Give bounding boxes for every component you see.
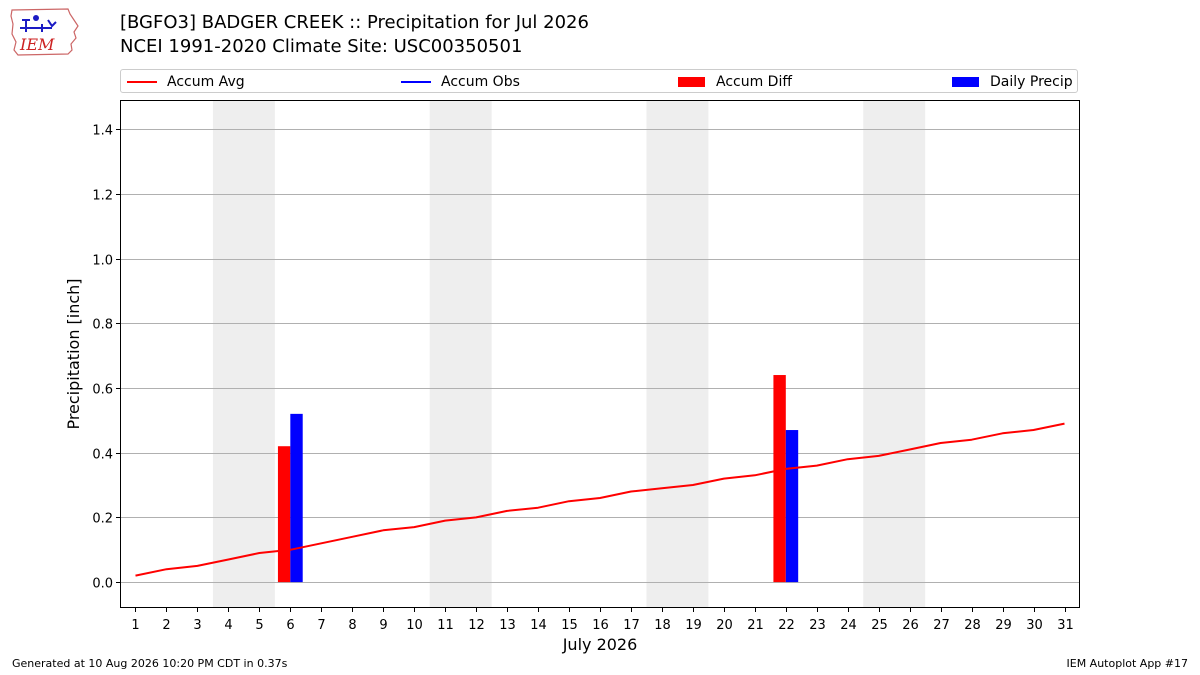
legend-label: Accum Avg — [167, 74, 245, 90]
x-tick-label: 6 — [286, 618, 294, 633]
x-tick-label: 13 — [499, 618, 516, 633]
legend-label: Accum Obs — [441, 74, 520, 90]
chart-title: [BGFO3] BADGER CREEK :: Precipitation fo… — [120, 12, 589, 33]
legend-label: Accum Diff — [716, 74, 793, 90]
y-tick-label: 1.0 — [92, 254, 113, 269]
x-tick-label: 9 — [379, 618, 387, 633]
x-tick-label: 23 — [809, 618, 826, 633]
x-tick-label: 22 — [778, 618, 795, 633]
legend-swatch — [952, 77, 979, 87]
weekend-shade — [429, 100, 492, 608]
y-axis-label: Precipitation [inch] — [64, 278, 83, 429]
x-tick-label: 26 — [902, 618, 919, 633]
x-tick-label: 21 — [747, 618, 764, 633]
chart-legend: Accum Avg Accum Obs Accum Diff Daily Pre… — [120, 69, 1078, 93]
weekend-shade — [863, 100, 926, 608]
x-tick-label: 24 — [840, 618, 857, 633]
x-axis-label: July 2026 — [562, 635, 638, 654]
iem-logo: IEM — [10, 8, 79, 56]
legend-item-accum-avg: Accum Avg — [127, 72, 245, 92]
legend-label: Daily Precip — [990, 74, 1073, 90]
x-tick-label: 16 — [592, 618, 609, 633]
x-tick-label: 27 — [933, 618, 950, 633]
x-tick-label: 5 — [255, 618, 263, 633]
x-tick-label: 7 — [317, 618, 325, 633]
legend-item-accum-obs: Accum Obs — [401, 72, 520, 92]
legend-swatch — [401, 81, 431, 83]
accum-diff-bar — [773, 375, 786, 583]
y-tick-label: 1.4 — [92, 124, 113, 139]
daily-precip-bar — [290, 413, 303, 583]
x-tick-label: 17 — [623, 618, 640, 633]
x-tick-label: 4 — [224, 618, 232, 633]
legend-item-accum-diff: Accum Diff — [678, 72, 792, 92]
y-tick-label: 0.0 — [92, 577, 113, 592]
x-tick-label: 11 — [437, 618, 454, 633]
x-tick-label: 12 — [468, 618, 485, 633]
x-tick-label: 20 — [716, 618, 733, 633]
y-tick-label: 1.2 — [92, 189, 113, 204]
x-tick-label: 18 — [654, 618, 671, 633]
x-tick-label: 14 — [530, 618, 547, 633]
sun-icon — [33, 15, 39, 21]
x-tick-label: 8 — [348, 618, 356, 633]
accum-diff-bar — [277, 446, 291, 583]
y-tick-label: 0.4 — [92, 448, 113, 463]
daily-precip-bar — [785, 430, 799, 583]
weather-station-icon — [20, 19, 57, 32]
x-tick-label: 19 — [685, 618, 702, 633]
x-tick-label: 1 — [131, 618, 139, 633]
x-tick-label: 31 — [1057, 618, 1074, 633]
y-tick-label: 0.6 — [92, 383, 113, 398]
weekend-shade — [212, 100, 275, 608]
x-tick-label: 2 — [162, 618, 170, 633]
logo-text: IEM — [19, 35, 55, 54]
generated-timestamp: Generated at 10 Aug 2026 10:20 PM CDT in… — [12, 657, 288, 670]
legend-item-daily-precip: Daily Precip — [952, 72, 1073, 92]
x-tick-label: 28 — [964, 618, 981, 633]
iowa-map-icon — [10, 8, 79, 56]
x-tick-label: 3 — [193, 618, 201, 633]
x-tick-label: 25 — [871, 618, 888, 633]
legend-swatch — [678, 77, 705, 87]
weekend-shade — [646, 100, 709, 608]
x-tick-label: 29 — [995, 618, 1012, 633]
legend-swatch — [127, 81, 157, 83]
x-tick-label: 30 — [1026, 618, 1043, 633]
plot-area-frame — [120, 100, 1080, 608]
autoplot-app-label: IEM Autoplot App #17 — [1066, 657, 1189, 670]
y-tick-label: 0.2 — [92, 512, 113, 527]
accum-avg-line — [135, 422, 1065, 577]
chart-subtitle: NCEI 1991-2020 Climate Site: USC00350501 — [120, 36, 523, 57]
x-tick-label: 10 — [406, 618, 423, 633]
y-tick-label: 0.8 — [92, 318, 113, 333]
x-tick-label: 15 — [561, 618, 578, 633]
